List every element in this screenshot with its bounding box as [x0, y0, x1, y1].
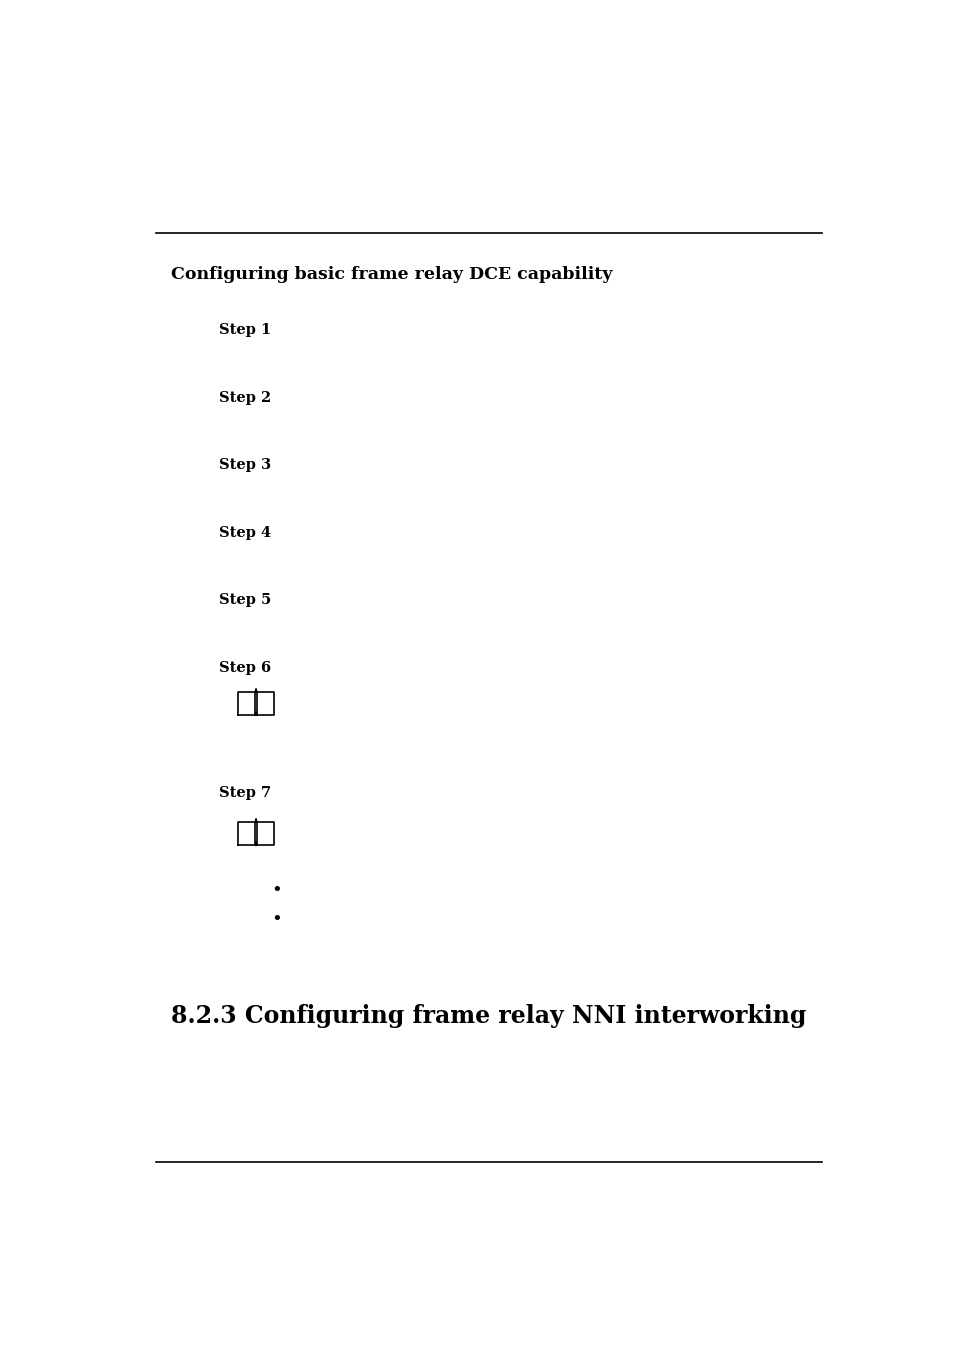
Text: Step 2: Step 2	[219, 390, 271, 405]
Text: Step 6: Step 6	[219, 662, 271, 675]
Text: Step 5: Step 5	[219, 594, 271, 608]
Text: 8.2.3 Configuring frame relay NNI interworking: 8.2.3 Configuring frame relay NNI interw…	[171, 1004, 805, 1027]
Text: Step 1: Step 1	[219, 323, 271, 338]
Text: •: •	[271, 882, 281, 899]
Text: Configuring basic frame relay DCE capability: Configuring basic frame relay DCE capabi…	[171, 266, 612, 283]
Text: •: •	[271, 910, 281, 929]
Text: Step 3: Step 3	[219, 458, 271, 472]
Text: Step 4: Step 4	[219, 525, 271, 540]
Text: Step 7: Step 7	[219, 786, 271, 799]
